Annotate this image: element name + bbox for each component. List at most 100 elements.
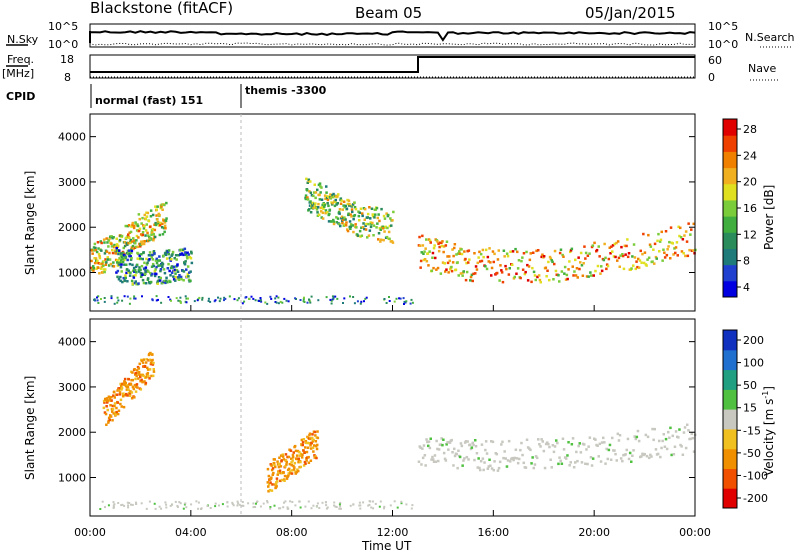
scatter-point (118, 393, 122, 396)
scatter-point (177, 299, 180, 302)
scatter-point (465, 270, 469, 274)
scatter-point (565, 273, 569, 277)
scatter-point (112, 506, 115, 509)
scatter-point (138, 266, 141, 269)
scatter-point (148, 251, 152, 254)
scatter-point (430, 269, 434, 273)
scatter-point (291, 456, 295, 459)
scatter-point (391, 241, 395, 244)
scatter-point (282, 458, 286, 461)
scatter-point (130, 251, 133, 255)
scatter-point (127, 388, 130, 391)
scatter-point (133, 396, 136, 399)
scatter-point (509, 460, 512, 463)
scatter-point (283, 474, 287, 478)
scatter-point (136, 257, 139, 260)
scatter-point (110, 242, 113, 245)
scatter-point (681, 453, 685, 456)
scatter-point (178, 300, 181, 302)
scatter-point (404, 301, 407, 304)
scatter-point (113, 396, 116, 399)
scatter-point (311, 446, 315, 449)
scatter-point (269, 506, 272, 508)
scatter-point (469, 279, 472, 282)
scatter-point (469, 443, 472, 446)
y-tick-label: 3000 (58, 176, 86, 189)
scatter-point (113, 503, 116, 506)
scatter-point (663, 445, 667, 448)
scatter-point (383, 298, 386, 300)
scatter-point (469, 447, 473, 451)
scatter-point (343, 205, 346, 209)
scatter-point (396, 506, 399, 509)
scatter-point (624, 453, 627, 456)
scatter-point (338, 507, 341, 510)
scatter-point (185, 506, 188, 509)
scatter-point (658, 250, 661, 253)
scatter-point (313, 183, 316, 186)
freq-tick-bottom: 8 (64, 71, 71, 84)
scatter-point (512, 277, 516, 280)
scatter-point (287, 472, 290, 475)
scatter-point (613, 242, 616, 246)
scatter-point (97, 247, 100, 250)
scatter-point (276, 473, 279, 476)
scatter-point (133, 281, 137, 285)
scatter-point (481, 248, 485, 252)
scatter-point (335, 506, 338, 508)
scatter-point (477, 457, 480, 460)
time-xlabel: Time UT (361, 539, 412, 553)
scatter-point (310, 194, 314, 197)
scatter-point (277, 296, 280, 299)
scatter-point (167, 249, 171, 252)
scatter-point (137, 282, 140, 285)
scatter-point (147, 270, 150, 273)
scatter-point (504, 264, 507, 268)
scatter-point (590, 245, 594, 249)
colorbar-swatch (723, 448, 737, 469)
scatter-point (106, 256, 109, 259)
scatter-point (103, 399, 106, 403)
colorbar-swatch (723, 232, 737, 249)
scatter-point (400, 502, 403, 505)
scatter-point (268, 488, 272, 492)
scatter-point (606, 264, 610, 268)
scatter-point (286, 455, 289, 459)
scatter-point (297, 457, 300, 460)
scatter-point (540, 438, 543, 441)
scatter-point (289, 449, 293, 452)
colorbar-swatch (723, 428, 737, 450)
scatter-point (351, 224, 355, 227)
scatter-point (383, 217, 387, 220)
nsearch-tick-top: 10^5 (708, 20, 738, 33)
scatter-point (128, 302, 131, 305)
scatter-point (144, 229, 148, 232)
scatter-point (338, 212, 341, 215)
y-tick-label: 1000 (58, 267, 86, 280)
scatter-point (113, 243, 116, 247)
scatter-point (97, 262, 101, 265)
scatter-point (112, 261, 115, 264)
scatter-point (364, 297, 367, 300)
scatter-point (486, 467, 490, 470)
scatter-point (304, 440, 308, 443)
scatter-point (580, 264, 584, 267)
power-ylabel: Slant Range [km] (23, 171, 37, 275)
scatter-point (684, 230, 688, 233)
scatter-point (186, 272, 190, 276)
scatter-point (336, 217, 340, 220)
scatter-point (449, 268, 452, 271)
scatter-point (138, 254, 141, 257)
scatter-point (160, 226, 164, 229)
scatter-point (103, 241, 106, 244)
scatter-point (403, 303, 405, 305)
scatter-point (616, 259, 619, 262)
scatter-point (123, 383, 126, 386)
cpid-label: CPID (6, 90, 35, 103)
scatter-point (319, 206, 323, 210)
scatter-point (345, 207, 349, 210)
scatter-point (218, 300, 221, 303)
scatter-point (325, 504, 328, 507)
scatter-point (141, 380, 144, 384)
